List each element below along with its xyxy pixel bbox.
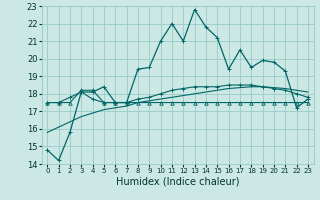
X-axis label: Humidex (Indice chaleur): Humidex (Indice chaleur) <box>116 177 239 187</box>
